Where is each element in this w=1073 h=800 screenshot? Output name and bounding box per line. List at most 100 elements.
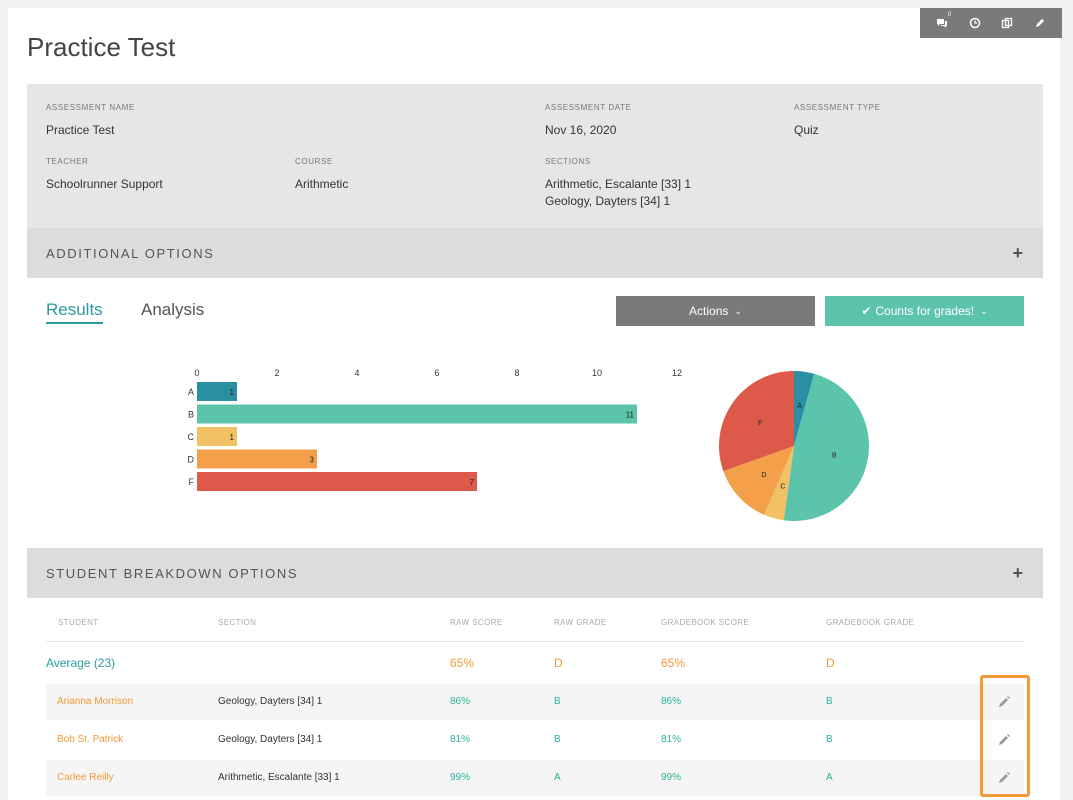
x-tick-label: 12 [672, 368, 682, 378]
column-header-gradebook-score[interactable]: GRADEBOOK SCORE [661, 618, 750, 627]
counts-for-grades-button[interactable]: ✔ Counts for grades! ⌄ [825, 296, 1024, 326]
assessment-type-field: ASSESSMENT TYPE Quiz [794, 103, 881, 139]
assessment-type-label: ASSESSMENT TYPE [794, 103, 881, 112]
pie-slice-f[interactable] [719, 371, 794, 472]
gradebook-grade: A [826, 772, 833, 783]
pie-slice-label: B [832, 452, 837, 459]
sections-value: Arithmetic, Escalante [33] 1 Geology, Da… [545, 176, 691, 210]
expand-plus-icon[interactable]: + [1012, 562, 1023, 583]
gradebook-score: 99% [661, 772, 682, 783]
sections-label: SECTIONS [545, 157, 591, 166]
bar-d[interactable] [197, 449, 317, 469]
copy-button[interactable] [993, 9, 1021, 37]
assessment-date-value: Nov 16, 2020 [545, 123, 617, 137]
average-gradebook-grade: D [826, 656, 835, 670]
bar-b[interactable] [197, 404, 637, 424]
student-breakdown-options-title: STUDENT BREAKDOWN OPTIONS [46, 565, 299, 581]
pie-slice-label: A [797, 403, 802, 410]
bar-f[interactable] [197, 472, 477, 491]
assessment-type-value: Quiz [794, 123, 819, 137]
edit-pencil-icon[interactable] [996, 694, 1012, 710]
bar-c[interactable] [197, 427, 237, 446]
x-tick-label: 10 [592, 368, 602, 378]
average-label: Average (23) [46, 656, 116, 670]
student-section: Geology, Dayters [34] 1 [218, 696, 323, 707]
category-label: A [188, 387, 194, 397]
chevron-down-icon: ⌄ [734, 305, 742, 316]
table-row: Carlee Reilly Arithmetic, Escalante [33]… [46, 760, 1024, 796]
student-section: Geology, Dayters [34] 1 [218, 734, 323, 745]
student-name-link[interactable]: Bob St. Patrick [57, 734, 124, 745]
section-line: Geology, Dayters [34] 1 [545, 194, 671, 208]
actions-dropdown-button[interactable]: Actions ⌄ [616, 296, 815, 326]
student-breakdown-options-bar[interactable]: STUDENT BREAKDOWN OPTIONS + [27, 548, 1043, 598]
bar-a[interactable] [197, 382, 237, 401]
sections-field: SECTIONS Arithmetic, Escalante [33] 1 Ge… [545, 157, 691, 210]
check-icon: ✔ [861, 304, 872, 318]
gradebook-grade: B [826, 734, 833, 745]
pie-slice-d[interactable] [723, 446, 794, 515]
assessment-date-label: ASSESSMENT DATE [545, 103, 632, 112]
category-label: B [188, 410, 194, 420]
actions-label: Actions [689, 304, 729, 318]
copy-icon [1002, 17, 1013, 29]
student-name-link[interactable]: Arianna Morrison [57, 696, 134, 707]
teacher-label: TEACHER [46, 157, 89, 166]
pie-slice-b[interactable] [783, 373, 870, 521]
raw-grade: A [554, 772, 561, 783]
student-name-link[interactable]: Carlee Reilly [57, 772, 114, 783]
assessment-name-value: Practice Test [46, 123, 115, 137]
course-label: COURSE [295, 157, 333, 166]
column-header-raw-score[interactable]: RAW SCORE [450, 618, 503, 627]
course-value: Arithmetic [295, 177, 349, 191]
gradebook-score: 86% [661, 696, 682, 707]
raw-grade: B [554, 734, 561, 745]
comments-button[interactable]: 0 [928, 9, 956, 37]
average-raw-score: 65% [450, 656, 475, 670]
teacher-value: Schoolrunner Support [46, 177, 163, 191]
assessment-date-field: ASSESSMENT DATE Nov 16, 2020 [545, 103, 632, 139]
column-header-student[interactable]: STUDENT [58, 618, 99, 627]
expand-plus-icon[interactable]: + [1012, 242, 1023, 263]
pie-slice-c[interactable] [764, 446, 794, 521]
assessment-name-field: ASSESSMENT NAME Practice Test [46, 103, 135, 139]
assessment-name-label: ASSESSMENT NAME [46, 103, 135, 112]
gradebook-score: 81% [661, 734, 682, 745]
x-tick-label: 2 [274, 368, 279, 378]
edit-pencil-icon[interactable] [996, 732, 1012, 748]
gradebook-grade: B [826, 696, 833, 707]
average-gradebook-score: 65% [661, 656, 686, 670]
grade-bar-chart: 0 2 4 6 8 10 12 A 1 B 11 C 1 D 3 F 7 [188, 368, 682, 491]
raw-score: 81% [450, 734, 471, 745]
edit-button[interactable] [1026, 9, 1054, 37]
column-header-gradebook-grade[interactable]: GRADEBOOK GRADE [826, 618, 915, 627]
category-label: D [188, 455, 195, 465]
clock-icon [969, 17, 980, 29]
x-tick-label: 6 [434, 368, 439, 378]
tab-results[interactable]: Results [46, 300, 103, 324]
toolbar: 0 [920, 8, 1062, 38]
tab-analysis[interactable]: Analysis [141, 300, 205, 319]
teacher-field: TEACHER Schoolrunner Support [46, 157, 163, 193]
additional-options-title: ADDITIONAL OPTIONS [46, 245, 215, 261]
column-header-section[interactable]: SECTION [218, 618, 257, 627]
column-header-raw-grade[interactable]: RAW GRADE [554, 618, 607, 627]
raw-score: 99% [450, 772, 471, 783]
pie-slice-a[interactable] [794, 371, 815, 446]
table-row: Arianna Morrison Geology, Dayters [34] 1… [46, 684, 1024, 720]
category-label: F [189, 477, 195, 487]
bar-value-label: 3 [310, 456, 315, 465]
comments-badge: 0 [947, 12, 952, 18]
pencil-icon [1035, 19, 1044, 27]
x-tick-label: 8 [514, 368, 519, 378]
additional-options-bar[interactable]: ADDITIONAL OPTIONS + [27, 228, 1043, 278]
grade-pie-chart: A B C D F [719, 371, 870, 521]
history-button[interactable] [961, 9, 989, 37]
bar-value-label: 7 [470, 478, 475, 487]
category-label: C [188, 432, 195, 442]
average-raw-grade: D [554, 656, 563, 670]
edit-pencil-icon[interactable] [996, 770, 1012, 786]
x-tick-label: 0 [194, 368, 199, 378]
student-section: Arithmetic, Escalante [33] 1 [218, 772, 340, 783]
table-row: Bob St. Patrick Geology, Dayters [34] 1 … [46, 722, 1024, 758]
